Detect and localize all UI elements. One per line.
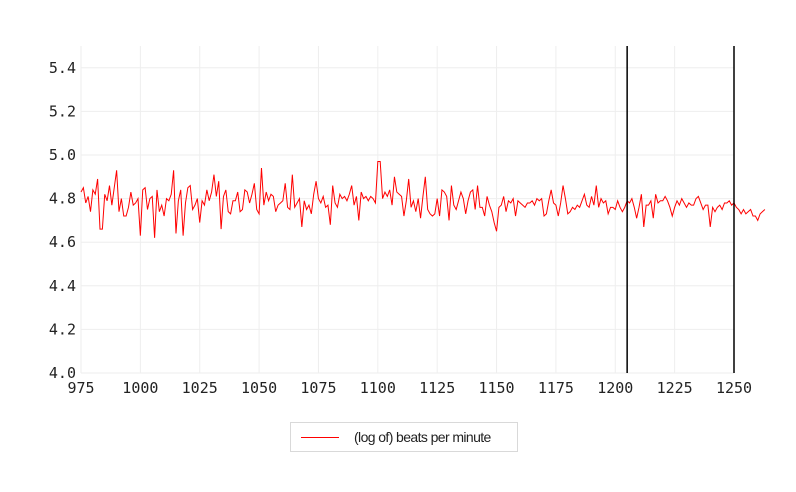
x-tick-label: 1225 — [657, 379, 693, 397]
x-tick-label: 1200 — [597, 379, 633, 397]
y-tick-label: 4.2 — [49, 320, 76, 338]
x-tick-label: 1050 — [241, 379, 277, 397]
x-tick-label: 1075 — [300, 379, 336, 397]
y-tick-label: 4.0 — [49, 364, 76, 382]
y-tick-label: 4.6 — [49, 233, 76, 251]
y-tick-label: 5.4 — [49, 59, 76, 77]
x-tick-label: 1025 — [182, 379, 218, 397]
x-tick-label: 1250 — [716, 379, 752, 397]
x-axis-ticks: 975 1000 1025 1050 1075 1100 1125 1150 1175 1200 1… — [67, 379, 752, 397]
x-tick-label: 975 — [67, 379, 94, 397]
grid-lines — [80, 46, 735, 374]
series-line-beats-per-minute — [80, 161, 766, 238]
vertical-markers — [626, 46, 735, 373]
legend-label: (log of) beats per minute — [354, 429, 491, 445]
x-tick-label: 1100 — [360, 379, 396, 397]
x-tick-label: 1175 — [538, 379, 574, 397]
legend-line-swatch — [301, 436, 339, 438]
x-tick-label: 1125 — [419, 379, 455, 397]
legend: (log of) beats per minute — [290, 422, 518, 452]
y-tick-label: 5.2 — [49, 102, 76, 120]
x-tick-label: 1150 — [478, 379, 514, 397]
y-tick-label: 5.0 — [49, 146, 76, 164]
y-tick-label: 4.8 — [49, 190, 76, 208]
y-axis-ticks: 4.0 4.2 4.4 4.6 4.8 5.0 5.2 5.4 — [49, 59, 76, 382]
x-tick-label: 1000 — [122, 379, 158, 397]
y-tick-label: 4.4 — [49, 277, 76, 295]
